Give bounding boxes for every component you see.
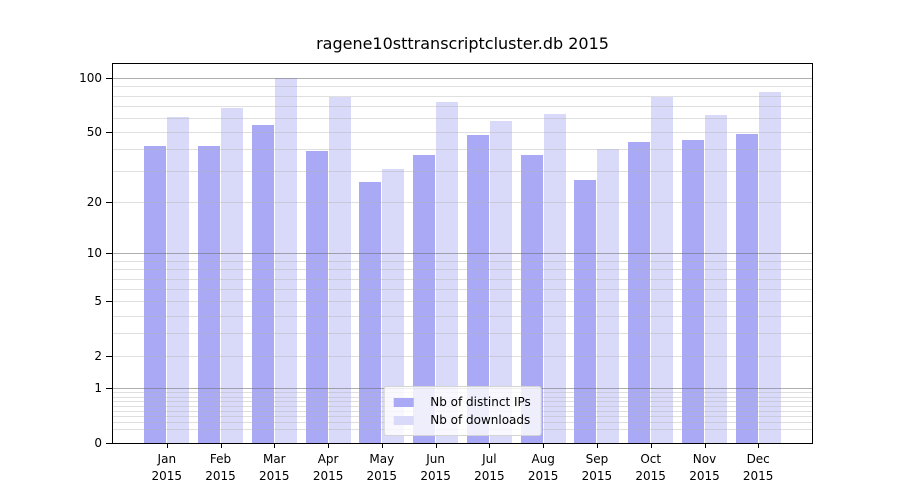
y-tick-mark [106,78,112,79]
y-tick-mark [106,132,112,134]
bar-distinct-ips-aug [520,155,543,443]
gridline-minor [113,86,812,88]
bar-distinct-ips-may [359,182,382,443]
gridline-minor [113,95,812,97]
bar-downloads-aug [543,114,566,443]
bar-downloads-may [382,168,405,443]
x-tick-label-jun: Jun 2015 [420,452,451,483]
gridline-minor [113,105,812,107]
x-tick-label-may: May 2015 [366,452,398,483]
x-tick-mark [220,444,222,448]
legend-label-distinct-ips: Nb of distinct IPs [430,395,531,409]
gridline-minor [113,301,812,303]
x-tick-mark [435,444,437,448]
x-tick-mark [489,444,491,448]
y-tick-mark [106,356,112,358]
x-tick-label-jul: Jul 2015 [474,452,505,483]
x-tick-mark [543,444,545,448]
gridline-minor [113,315,812,317]
x-tick-mark [274,444,276,448]
x-tick-mark [328,444,330,448]
bar-distinct-ips-jul [466,135,489,443]
bar-distinct-ips-sep [574,179,597,443]
gridline-minor [113,269,812,271]
gridline-minor [113,333,812,335]
bar-distinct-ips-oct [628,142,651,443]
legend-row: Nb of distinct IPs [393,393,531,411]
bar-distinct-ips-apr [305,151,328,443]
gridline-major [113,78,812,79]
y-tick-mark [106,301,112,303]
y-tick-label: 100 [79,71,102,85]
gridline-minor [113,278,812,280]
bar-downloads-apr [328,97,351,443]
x-tick-label-nov: Nov 2015 [689,452,720,483]
x-tick-mark [650,444,652,448]
y-tick-mark [106,388,112,390]
bar-downloads-jun [436,101,459,443]
bar-distinct-ips-jan [144,145,167,443]
y-tick-mark [106,202,112,204]
legend-row: Nb of downloads [393,411,531,429]
x-tick-label-feb: Feb 2015 [205,452,236,483]
y-tick-label: 50 [86,125,102,140]
gridline-minor [113,260,812,262]
x-tick-label-aug: Aug 2015 [527,452,559,483]
gridline-minor [113,132,812,134]
x-tick-label-jan: Jan 2015 [151,452,183,483]
gridline-minor [113,117,812,119]
y-tick-label: 10 [86,246,102,261]
y-tick-label: 1 [94,381,102,396]
y-tick-mark [106,253,112,255]
x-tick-mark [381,444,383,448]
legend-swatch-distinct-ips [393,397,414,407]
gridline-minor [113,356,812,358]
plot-area: Nb of distinct IPs Nb of downloads [112,63,813,444]
gridline-minor [113,202,812,204]
bar-distinct-ips-nov [682,140,704,443]
bar-downloads-sep [597,149,620,443]
legend-label-downloads: Nb of downloads [430,413,531,427]
y-tick-label: 0 [94,436,102,450]
bar-downloads-oct [651,97,674,443]
bar-distinct-ips-dec [735,133,758,443]
bar-downloads-mar [274,78,297,443]
bar-distinct-ips-mar [251,124,274,443]
x-tick-label-mar: Mar 2015 [259,452,290,483]
bar-distinct-ips-jun [413,155,436,443]
bar-distinct-ips-feb [198,145,220,443]
bar-downloads-feb [221,108,243,443]
bar-downloads-jan [167,116,190,443]
legend: Nb of distinct IPs Nb of downloads [383,386,542,436]
x-tick-mark [758,444,760,448]
x-tick-mark [166,444,168,448]
y-tick-label: 2 [94,349,102,364]
x-tick-label-apr: Apr 2015 [312,452,344,483]
bar-downloads-jul [489,120,512,443]
bar-downloads-nov [705,115,727,443]
x-tick-label-dec: Dec 2015 [742,452,774,483]
bar-downloads-dec [758,91,781,443]
gridline-minor [113,289,812,291]
gridline-minor [113,171,812,173]
gridline-major [113,253,812,255]
x-tick-mark [596,444,598,448]
legend-swatch-downloads [393,415,414,425]
y-tick-mark [106,443,112,444]
x-tick-label-sep: Sep 2015 [581,452,613,483]
x-tick-mark [704,444,706,448]
y-tick-label: 20 [86,195,102,210]
chart-title: ragene10sttranscriptcluster.db 2015 [316,34,609,53]
gridline-minor [113,149,812,151]
x-tick-label-oct: Oct 2015 [635,452,666,483]
y-tick-label: 5 [94,294,102,309]
